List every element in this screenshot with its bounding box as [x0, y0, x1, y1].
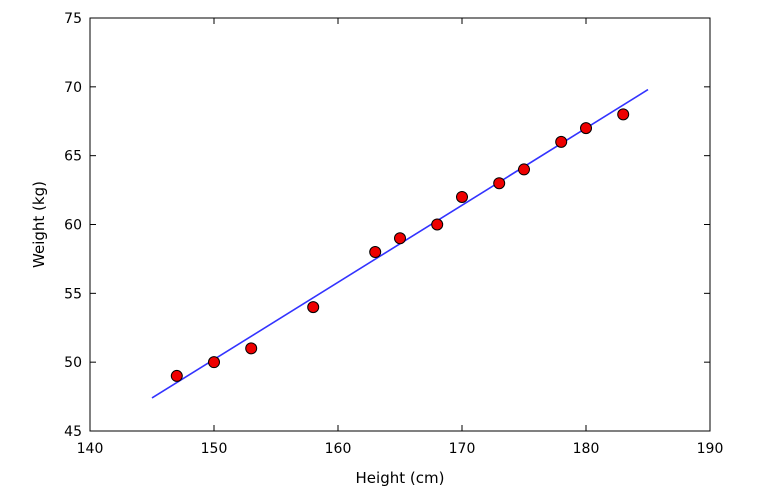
x-tick-label: 150 — [201, 441, 228, 457]
plot-frame — [89, 17, 711, 432]
y-tick-label: 50 — [64, 355, 82, 371]
x-tick-label: 170 — [449, 441, 476, 457]
y-axis-label: Weight (kg) — [30, 181, 48, 268]
data-point — [518, 163, 530, 176]
axis-ticks: 140 150 160 170 180 190 45 50 55 60 65 70 75 — [64, 11, 723, 457]
data-point — [555, 135, 568, 148]
y-tick-label: 55 — [64, 286, 82, 302]
y-tick-label: 70 — [64, 80, 82, 96]
data-point — [493, 177, 506, 190]
data-point — [245, 342, 258, 355]
data-point — [394, 232, 406, 245]
data-point — [456, 190, 468, 203]
x-axis-label: Height (cm) — [356, 469, 445, 487]
data-point — [617, 108, 630, 121]
plot-area — [90, 18, 710, 431]
y-tick-label: 65 — [64, 149, 82, 165]
data-point — [208, 356, 220, 369]
y-tick-label: 60 — [64, 218, 82, 234]
chart-marks — [151, 88, 649, 399]
x-tick-label: 180 — [573, 441, 600, 457]
data-point — [307, 301, 320, 314]
x-tick-label: 140 — [77, 441, 104, 457]
data-point — [170, 369, 183, 382]
y-tick-label: 75 — [64, 11, 82, 27]
data-point — [580, 122, 592, 135]
x-tick-label: 190 — [697, 441, 724, 457]
x-tick-label: 160 — [325, 441, 352, 457]
data-point — [431, 218, 444, 231]
y-tick-label: 45 — [64, 424, 82, 440]
data-point — [369, 246, 382, 259]
